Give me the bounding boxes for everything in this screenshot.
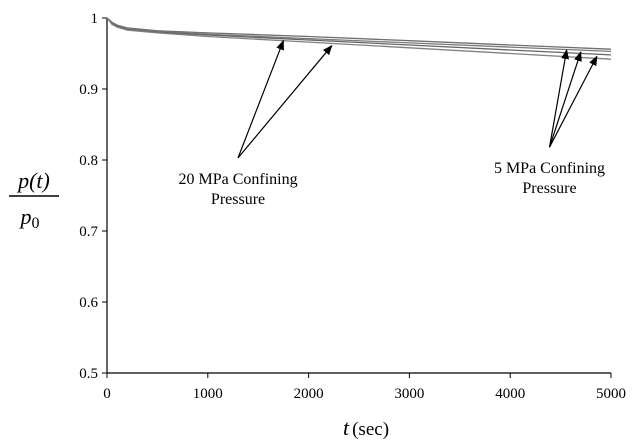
- x-tick-label: 0: [103, 386, 111, 402]
- y-axis-label-denominator: p0: [19, 204, 40, 232]
- y-tick-label: 0.7: [79, 224, 98, 240]
- y-tick-label: 0.9: [79, 82, 98, 98]
- x-tick-label: 4000: [495, 386, 525, 402]
- x-tick-label: 1000: [193, 386, 223, 402]
- series-line-3: [106, 17, 612, 56]
- y-tick-label: 0.8: [79, 153, 98, 169]
- annotation-2-arrow-1: [548, 48, 570, 148]
- annotation-1-arrow-1: [237, 39, 284, 159]
- annotation-2-arrow-3: [548, 55, 598, 148]
- annotation-1-label: 20 MPa Confining: [178, 171, 297, 188]
- x-axis-label: t (sec): [343, 415, 389, 440]
- annotation-2-label: Pressure: [522, 180, 576, 197]
- y-tick-label: 1: [91, 11, 99, 27]
- annotation-2-arrow-2: [548, 51, 582, 148]
- y-tick-label: 0.5: [79, 366, 98, 382]
- series-line-4: [106, 17, 612, 60]
- x-tick-label: 3000: [394, 386, 424, 402]
- annotation-1-arrow-2: [237, 44, 333, 159]
- annotation-2-label: 5 MPa Confining: [494, 160, 605, 177]
- annotation-1-label: Pressure: [211, 191, 265, 208]
- y-tick-label: 0.6: [79, 295, 98, 311]
- x-tick-label: 5000: [596, 386, 626, 402]
- x-tick-label: 2000: [294, 386, 324, 402]
- y-axis-label: p(t) p0: [9, 168, 59, 232]
- y-axis-label-numerator: p(t): [16, 168, 50, 193]
